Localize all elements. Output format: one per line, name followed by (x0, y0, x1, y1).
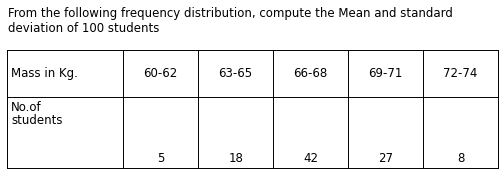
Text: 42: 42 (303, 152, 318, 164)
Text: 27: 27 (377, 152, 392, 164)
Text: 72-74: 72-74 (442, 67, 477, 80)
Text: 69-71: 69-71 (368, 67, 402, 80)
Text: 60-62: 60-62 (143, 67, 177, 80)
Text: 66-68: 66-68 (293, 67, 327, 80)
Text: deviation of 100 students: deviation of 100 students (8, 22, 159, 35)
Text: 5: 5 (157, 152, 164, 164)
Text: 18: 18 (228, 152, 242, 164)
Text: Mass in Kg.: Mass in Kg. (11, 67, 78, 80)
Text: 8: 8 (456, 152, 463, 164)
Text: From the following frequency distribution, compute the Mean and standard: From the following frequency distributio… (8, 7, 452, 20)
Text: 63-65: 63-65 (218, 67, 252, 80)
Text: students: students (11, 114, 63, 127)
Text: No.of: No.of (11, 101, 42, 114)
